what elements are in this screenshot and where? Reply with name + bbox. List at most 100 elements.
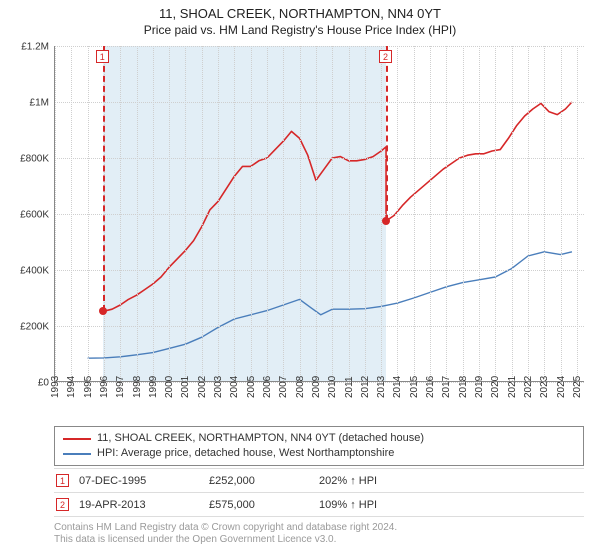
- gridline-v: [349, 46, 350, 381]
- x-axis-label: 2025: [572, 376, 583, 398]
- gridline-v: [332, 46, 333, 381]
- sale-price: £252,000: [209, 475, 309, 487]
- gridline-v: [479, 46, 480, 381]
- x-axis-label: 2022: [523, 376, 534, 398]
- x-axis-label: 2020: [490, 376, 501, 398]
- x-axis-label: 2012: [360, 376, 371, 398]
- gridline-v: [267, 46, 268, 381]
- gridline-h: £600K: [55, 214, 584, 215]
- x-axis-label: 2001: [180, 376, 191, 398]
- legend-swatch: [63, 438, 91, 440]
- x-axis-label: 2018: [458, 376, 469, 398]
- x-axis-label: 2016: [425, 376, 436, 398]
- table-row: 1 07-DEC-1995 £252,000 202% ↑ HPI: [54, 468, 584, 493]
- gridline-v: [283, 46, 284, 381]
- series-price_paid: [103, 102, 572, 311]
- marker-box: 2: [379, 50, 392, 63]
- x-axis-label: 1998: [132, 376, 143, 398]
- gridline-v: [234, 46, 235, 381]
- gridline-v: [153, 46, 154, 381]
- gridline-v: [381, 46, 382, 381]
- plot-region: £0£200K£400K£600K£800K£1M£1.2M12: [54, 46, 584, 382]
- x-axis-label: 2017: [441, 376, 452, 398]
- x-axis-label: 2023: [539, 376, 550, 398]
- legend: 11, SHOAL CREEK, NORTHAMPTON, NN4 0YT (d…: [54, 426, 584, 466]
- title-block: 11, SHOAL CREEK, NORTHAMPTON, NN4 0YT Pr…: [0, 0, 600, 41]
- chart-area: £0£200K£400K£600K£800K£1M£1.2M12: [54, 46, 584, 382]
- x-axis-label: 2007: [278, 376, 289, 398]
- y-axis-label: £200K: [20, 322, 49, 333]
- footnote-line: This data is licensed under the Open Gov…: [54, 534, 584, 546]
- y-axis-label: £1.2M: [21, 42, 49, 53]
- legend-item: HPI: Average price, detached house, West…: [63, 446, 575, 461]
- gridline-h: £1.2M: [55, 46, 584, 47]
- marker-point: [99, 307, 107, 315]
- gridline-v: [365, 46, 366, 381]
- marker-dash: [386, 46, 388, 221]
- gridline-v: [397, 46, 398, 381]
- sale-marker-icon: 2: [56, 498, 69, 511]
- gridline-h: £1M: [55, 102, 584, 103]
- y-axis-label: £1M: [30, 98, 49, 109]
- sale-pct-vs-hpi: 202% ↑ HPI: [319, 475, 449, 487]
- gridline-v: [528, 46, 529, 381]
- gridline-v: [316, 46, 317, 381]
- gridline-v: [120, 46, 121, 381]
- x-axis-label: 2010: [327, 376, 338, 398]
- x-axis-label: 2005: [246, 376, 257, 398]
- gridline-v: [561, 46, 562, 381]
- gridline-v: [137, 46, 138, 381]
- x-axis-label: 2000: [164, 376, 175, 398]
- x-axis-label: 1993: [50, 376, 61, 398]
- gridline-v: [218, 46, 219, 381]
- gridline-v: [430, 46, 431, 381]
- y-axis-label: £800K: [20, 154, 49, 165]
- gridline-v: [251, 46, 252, 381]
- marker-point: [382, 217, 390, 225]
- x-axis-label: 2015: [409, 376, 420, 398]
- footnote: Contains HM Land Registry data © Crown c…: [54, 522, 584, 546]
- x-axis-label: 2006: [262, 376, 273, 398]
- y-axis-label: £600K: [20, 210, 49, 221]
- legend-swatch: [63, 453, 91, 455]
- gridline-v: [544, 46, 545, 381]
- gridline-v: [169, 46, 170, 381]
- x-axis-label: 1994: [66, 376, 77, 398]
- gridline-h: £400K: [55, 270, 584, 271]
- marker-dash: [103, 46, 105, 311]
- x-axis-label: 2013: [376, 376, 387, 398]
- chart-container: 11, SHOAL CREEK, NORTHAMPTON, NN4 0YT Pr…: [0, 0, 600, 560]
- x-axis-label: 2003: [213, 376, 224, 398]
- table-row: 2 19-APR-2013 £575,000 109% ↑ HPI: [54, 493, 584, 517]
- x-axis-label: 2004: [229, 376, 240, 398]
- x-axis-label: 2021: [507, 376, 518, 398]
- sale-marker-icon: 1: [56, 474, 69, 487]
- y-axis-label: £400K: [20, 266, 49, 277]
- x-axis-label: 2014: [392, 376, 403, 398]
- sale-pct-vs-hpi: 109% ↑ HPI: [319, 499, 449, 511]
- x-axis-label: 2024: [556, 376, 567, 398]
- y-axis-label: £0: [38, 378, 49, 389]
- x-axis-label: 1995: [83, 376, 94, 398]
- gridline-v: [446, 46, 447, 381]
- chart-title: 11, SHOAL CREEK, NORTHAMPTON, NN4 0YT: [0, 6, 600, 21]
- sale-price: £575,000: [209, 499, 309, 511]
- footnote-line: Contains HM Land Registry data © Crown c…: [54, 522, 584, 534]
- x-axis-label: 2009: [311, 376, 322, 398]
- gridline-v: [414, 46, 415, 381]
- legend-label: 11, SHOAL CREEK, NORTHAMPTON, NN4 0YT (d…: [97, 431, 424, 446]
- marker-box: 1: [96, 50, 109, 63]
- x-axis-labels: 1993199419951996199719981999200020012002…: [54, 384, 584, 424]
- sale-date: 07-DEC-1995: [79, 475, 199, 487]
- x-axis-label: 1996: [99, 376, 110, 398]
- gridline-v: [300, 46, 301, 381]
- gridline-h: £800K: [55, 158, 584, 159]
- gridline-h: £200K: [55, 326, 584, 327]
- sales-table: 1 07-DEC-1995 £252,000 202% ↑ HPI 2 19-A…: [54, 468, 584, 517]
- x-axis-label: 2019: [474, 376, 485, 398]
- gridline-v: [202, 46, 203, 381]
- gridline-v: [55, 46, 56, 381]
- gridline-v: [512, 46, 513, 381]
- gridline-v: [463, 46, 464, 381]
- x-axis-label: 2002: [197, 376, 208, 398]
